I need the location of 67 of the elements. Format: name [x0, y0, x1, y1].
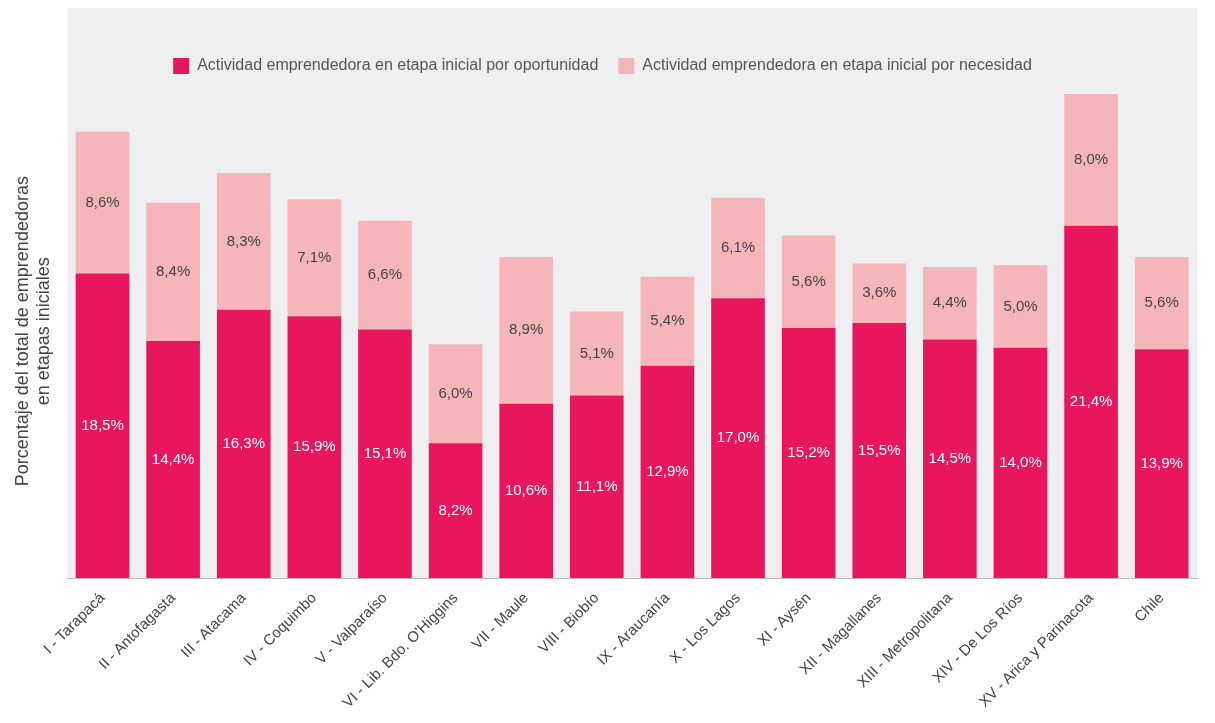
data-label: 7,1% [297, 247, 332, 265]
bar [75, 273, 130, 579]
data-label: 8,4% [156, 262, 191, 279]
bar [711, 197, 765, 299]
bar [428, 344, 483, 444]
bar [923, 339, 977, 579]
bar [640, 276, 695, 366]
data-label: 15,2% [787, 443, 830, 461]
data-label: 11,1% [576, 477, 618, 495]
data-label: 8,2% [438, 500, 473, 518]
bar [993, 347, 1048, 579]
bar [569, 395, 624, 579]
data-label: 8,9% [509, 320, 544, 338]
data-label: 4,4% [932, 293, 967, 311]
bar [146, 341, 200, 579]
bar [993, 265, 1048, 348]
data-label: 15,1% [363, 444, 407, 462]
data-label: 15,9% [293, 437, 336, 455]
bar [1064, 93, 1118, 226]
bar [287, 316, 342, 579]
bar [781, 327, 836, 579]
y-axis-title: Porcentaje del total de emprendedoras en etapas iniciales [11, 176, 54, 487]
bar [216, 172, 271, 310]
bar [1064, 225, 1118, 579]
bar [640, 365, 695, 579]
data-label: 5,1% [579, 343, 614, 361]
data-label: 14,0% [999, 453, 1042, 471]
data-label: 14,5% [928, 449, 972, 467]
bar [428, 443, 483, 579]
bar [287, 199, 342, 317]
bar [499, 403, 554, 579]
bar [852, 263, 907, 323]
data-label: 6,1% [720, 238, 756, 256]
data-label: 5,6% [791, 271, 826, 289]
bar [569, 311, 624, 396]
data-label: 5,0% [1003, 296, 1038, 314]
data-label: 18,5% [81, 416, 124, 434]
bar [216, 309, 271, 579]
bar [146, 202, 200, 342]
bar [499, 257, 554, 404]
bar [852, 322, 907, 579]
data-label: 14,4% [151, 449, 195, 467]
data-label: 16,3% [222, 434, 265, 452]
data-label: 17,0% [716, 428, 760, 446]
legend-label: Actividad emprendedora en etapa inicial por oportunidad [197, 56, 599, 74]
legend-label: Actividad emprendedora en etapa inicial por necesidad [642, 56, 1032, 74]
data-label: 21,4% [1069, 392, 1113, 410]
data-label: 8,0% [1073, 149, 1109, 167]
data-label: 6,0% [438, 383, 473, 401]
bar [1134, 349, 1189, 579]
data-label: 8,6% [85, 192, 120, 210]
data-label: 13,9% [1140, 453, 1183, 471]
bar [781, 235, 836, 328]
data-label: 5,6% [1144, 293, 1179, 311]
data-label: 3,6% [862, 283, 897, 301]
bar [358, 329, 412, 579]
data-label: 10,6% [504, 481, 548, 499]
bar [711, 298, 765, 579]
bar [1134, 257, 1189, 350]
data-label: 8,3% [226, 231, 261, 249]
bar [358, 220, 412, 330]
bar [75, 131, 130, 274]
data-label: 6,6% [367, 265, 403, 283]
bar [923, 266, 977, 340]
data-label: 12,9% [646, 462, 689, 480]
data-label: 5,4% [650, 311, 685, 329]
data-label: 15,5% [857, 440, 901, 458]
